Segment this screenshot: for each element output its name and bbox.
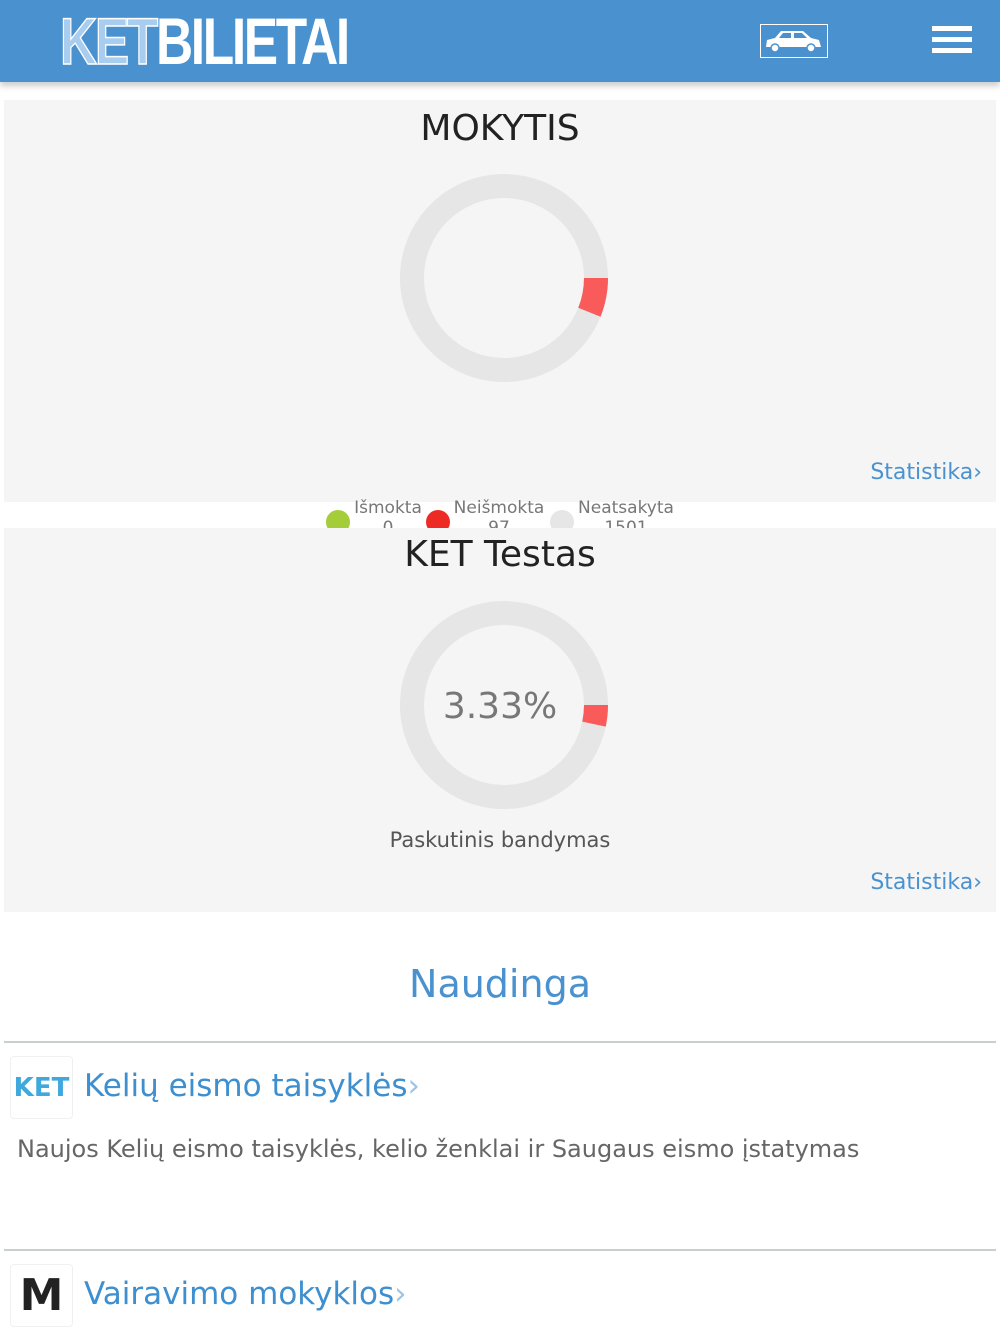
legend-label: Išmokta <box>354 498 422 518</box>
learn-card: MOKYTIS Išmokta0 Neišmokta97 Neatsakyta1… <box>4 100 996 538</box>
hamburger-icon[interactable] <box>932 26 972 56</box>
car-icon[interactable] <box>760 24 828 58</box>
legend-label: Neišmokta <box>453 498 545 518</box>
learn-donut <box>400 174 608 382</box>
ket-icon: KET <box>10 1056 73 1119</box>
rules-link-label: Kelių eismo taisyklės <box>84 1068 408 1104</box>
logo-bold-text: BILIETAI <box>155 4 350 78</box>
rules-link[interactable]: Kelių eismo taisyklės› <box>84 1068 420 1104</box>
test-percent: 3.33% <box>442 686 558 727</box>
donut-track <box>400 174 608 382</box>
test-card: KET Testas 3.33% Paskutinis bandymas Sta… <box>4 528 996 912</box>
divider <box>4 1249 996 1251</box>
test-title: KET Testas <box>404 534 596 575</box>
logo[interactable]: KET BILIETAI <box>59 3 350 79</box>
logo-outline-text: KET <box>59 3 158 79</box>
learn-title: MOKYTIS <box>420 108 580 149</box>
test-subtitle: Paskutinis bandymas <box>389 828 611 852</box>
learn-statistics-link[interactable]: Statistika› <box>870 460 982 485</box>
chevron-right-icon: › <box>394 1276 407 1312</box>
donut-arc <box>578 277 608 317</box>
test-statistics-link[interactable]: Statistika› <box>870 870 982 895</box>
legend-label: Neatsakyta <box>578 498 674 518</box>
schools-link-label: Vairavimo mokyklos <box>84 1276 395 1312</box>
chevron-right-icon: › <box>407 1068 420 1104</box>
schools-link[interactable]: Vairavimo mokyklos› <box>84 1276 407 1312</box>
test-donut <box>400 601 608 809</box>
header: KET BILIETAI <box>0 0 1000 82</box>
divider <box>4 1041 996 1043</box>
useful-heading: Naudinga <box>409 962 591 1006</box>
schools-icon: M <box>10 1264 73 1327</box>
donut-arc <box>582 704 608 727</box>
rules-description: Naujos Kelių eismo taisyklės, kelio ženk… <box>17 1135 860 1163</box>
